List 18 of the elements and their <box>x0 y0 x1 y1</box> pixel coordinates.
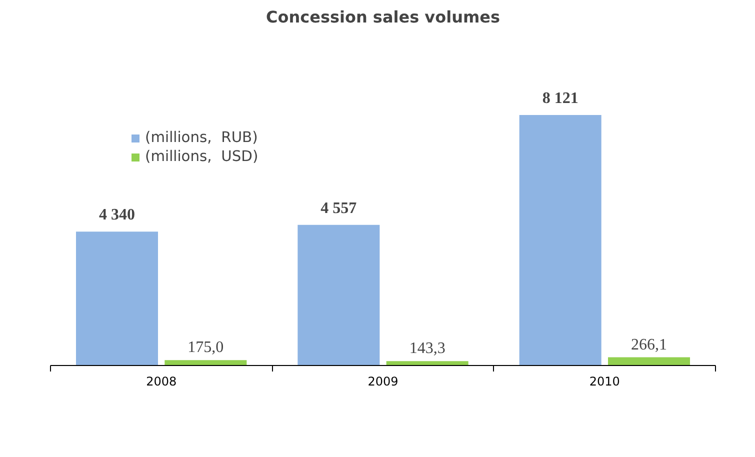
legend-label: (millions, RUB) <box>145 129 258 146</box>
bar <box>519 115 602 366</box>
x-tick-label: 2010 <box>589 374 620 388</box>
data-label: 4 557 <box>320 200 357 217</box>
bar <box>608 357 690 366</box>
bar <box>386 361 468 366</box>
data-label: 4 340 <box>99 206 135 224</box>
data-label: 143,3 <box>409 340 446 358</box>
legend-label: (millions, USD) <box>145 148 258 165</box>
data-label: 8 121 <box>542 90 578 107</box>
chart-title: Concession sales volumes <box>266 8 500 26</box>
bar <box>298 224 380 366</box>
x-tick-label: 2008 <box>146 374 177 388</box>
bar <box>76 232 158 366</box>
x-tick-label: 2009 <box>368 374 398 388</box>
data-label: 175,0 <box>188 339 224 356</box>
data-label: 266,1 <box>631 336 667 354</box>
bar <box>164 360 247 366</box>
